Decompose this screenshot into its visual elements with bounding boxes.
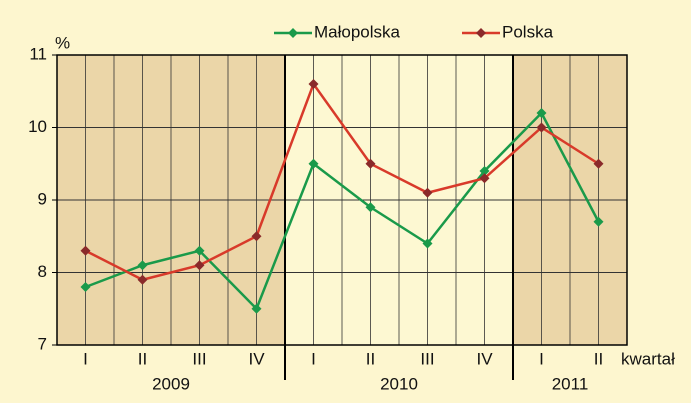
y-tick-label: 10 (28, 117, 47, 136)
point (137, 260, 148, 271)
legend-marker (476, 28, 486, 38)
point (251, 231, 262, 242)
x-tick-label: II (594, 349, 603, 368)
point (251, 303, 262, 314)
x-tick-label: I (311, 349, 316, 368)
y-tick-label: 8 (38, 262, 47, 281)
point (479, 173, 490, 184)
x-tick-label: II (366, 349, 375, 368)
legend-label: Małopolska (314, 22, 401, 41)
legend-label: Polska (502, 22, 554, 41)
point (536, 108, 547, 118)
group-label: 2009 (152, 374, 190, 393)
x-tick-label: I (539, 349, 544, 368)
group-label: 2010 (380, 374, 418, 393)
point (365, 158, 376, 169)
x-tick-label: I (83, 349, 88, 368)
point (194, 260, 205, 271)
point (80, 245, 91, 256)
point (593, 216, 604, 227)
point (365, 202, 376, 213)
point (422, 187, 433, 198)
series-line (84, 81, 600, 282)
plot-border (56, 54, 628, 346)
point (194, 245, 205, 256)
point (137, 274, 148, 285)
point (308, 79, 319, 89)
legend-marker (288, 28, 298, 38)
x-tick-label: III (420, 349, 434, 368)
point (479, 166, 490, 176)
x-tick-label: IV (476, 349, 493, 368)
point (308, 158, 319, 169)
y-axis-label: % (55, 33, 70, 52)
x-tick-label: III (192, 349, 206, 368)
point (536, 122, 547, 133)
y-tick-label: 9 (38, 189, 47, 208)
x-axis-label: kwartał (621, 349, 675, 368)
point (80, 282, 91, 292)
y-tick-label: 7 (38, 334, 47, 353)
point (593, 158, 604, 169)
point (422, 238, 433, 249)
series-line (85, 110, 600, 312)
y-tick-label: 11 (29, 44, 47, 63)
x-tick-label: IV (248, 349, 265, 368)
x-tick-label: II (138, 349, 147, 368)
group-label: 2011 (552, 374, 589, 393)
